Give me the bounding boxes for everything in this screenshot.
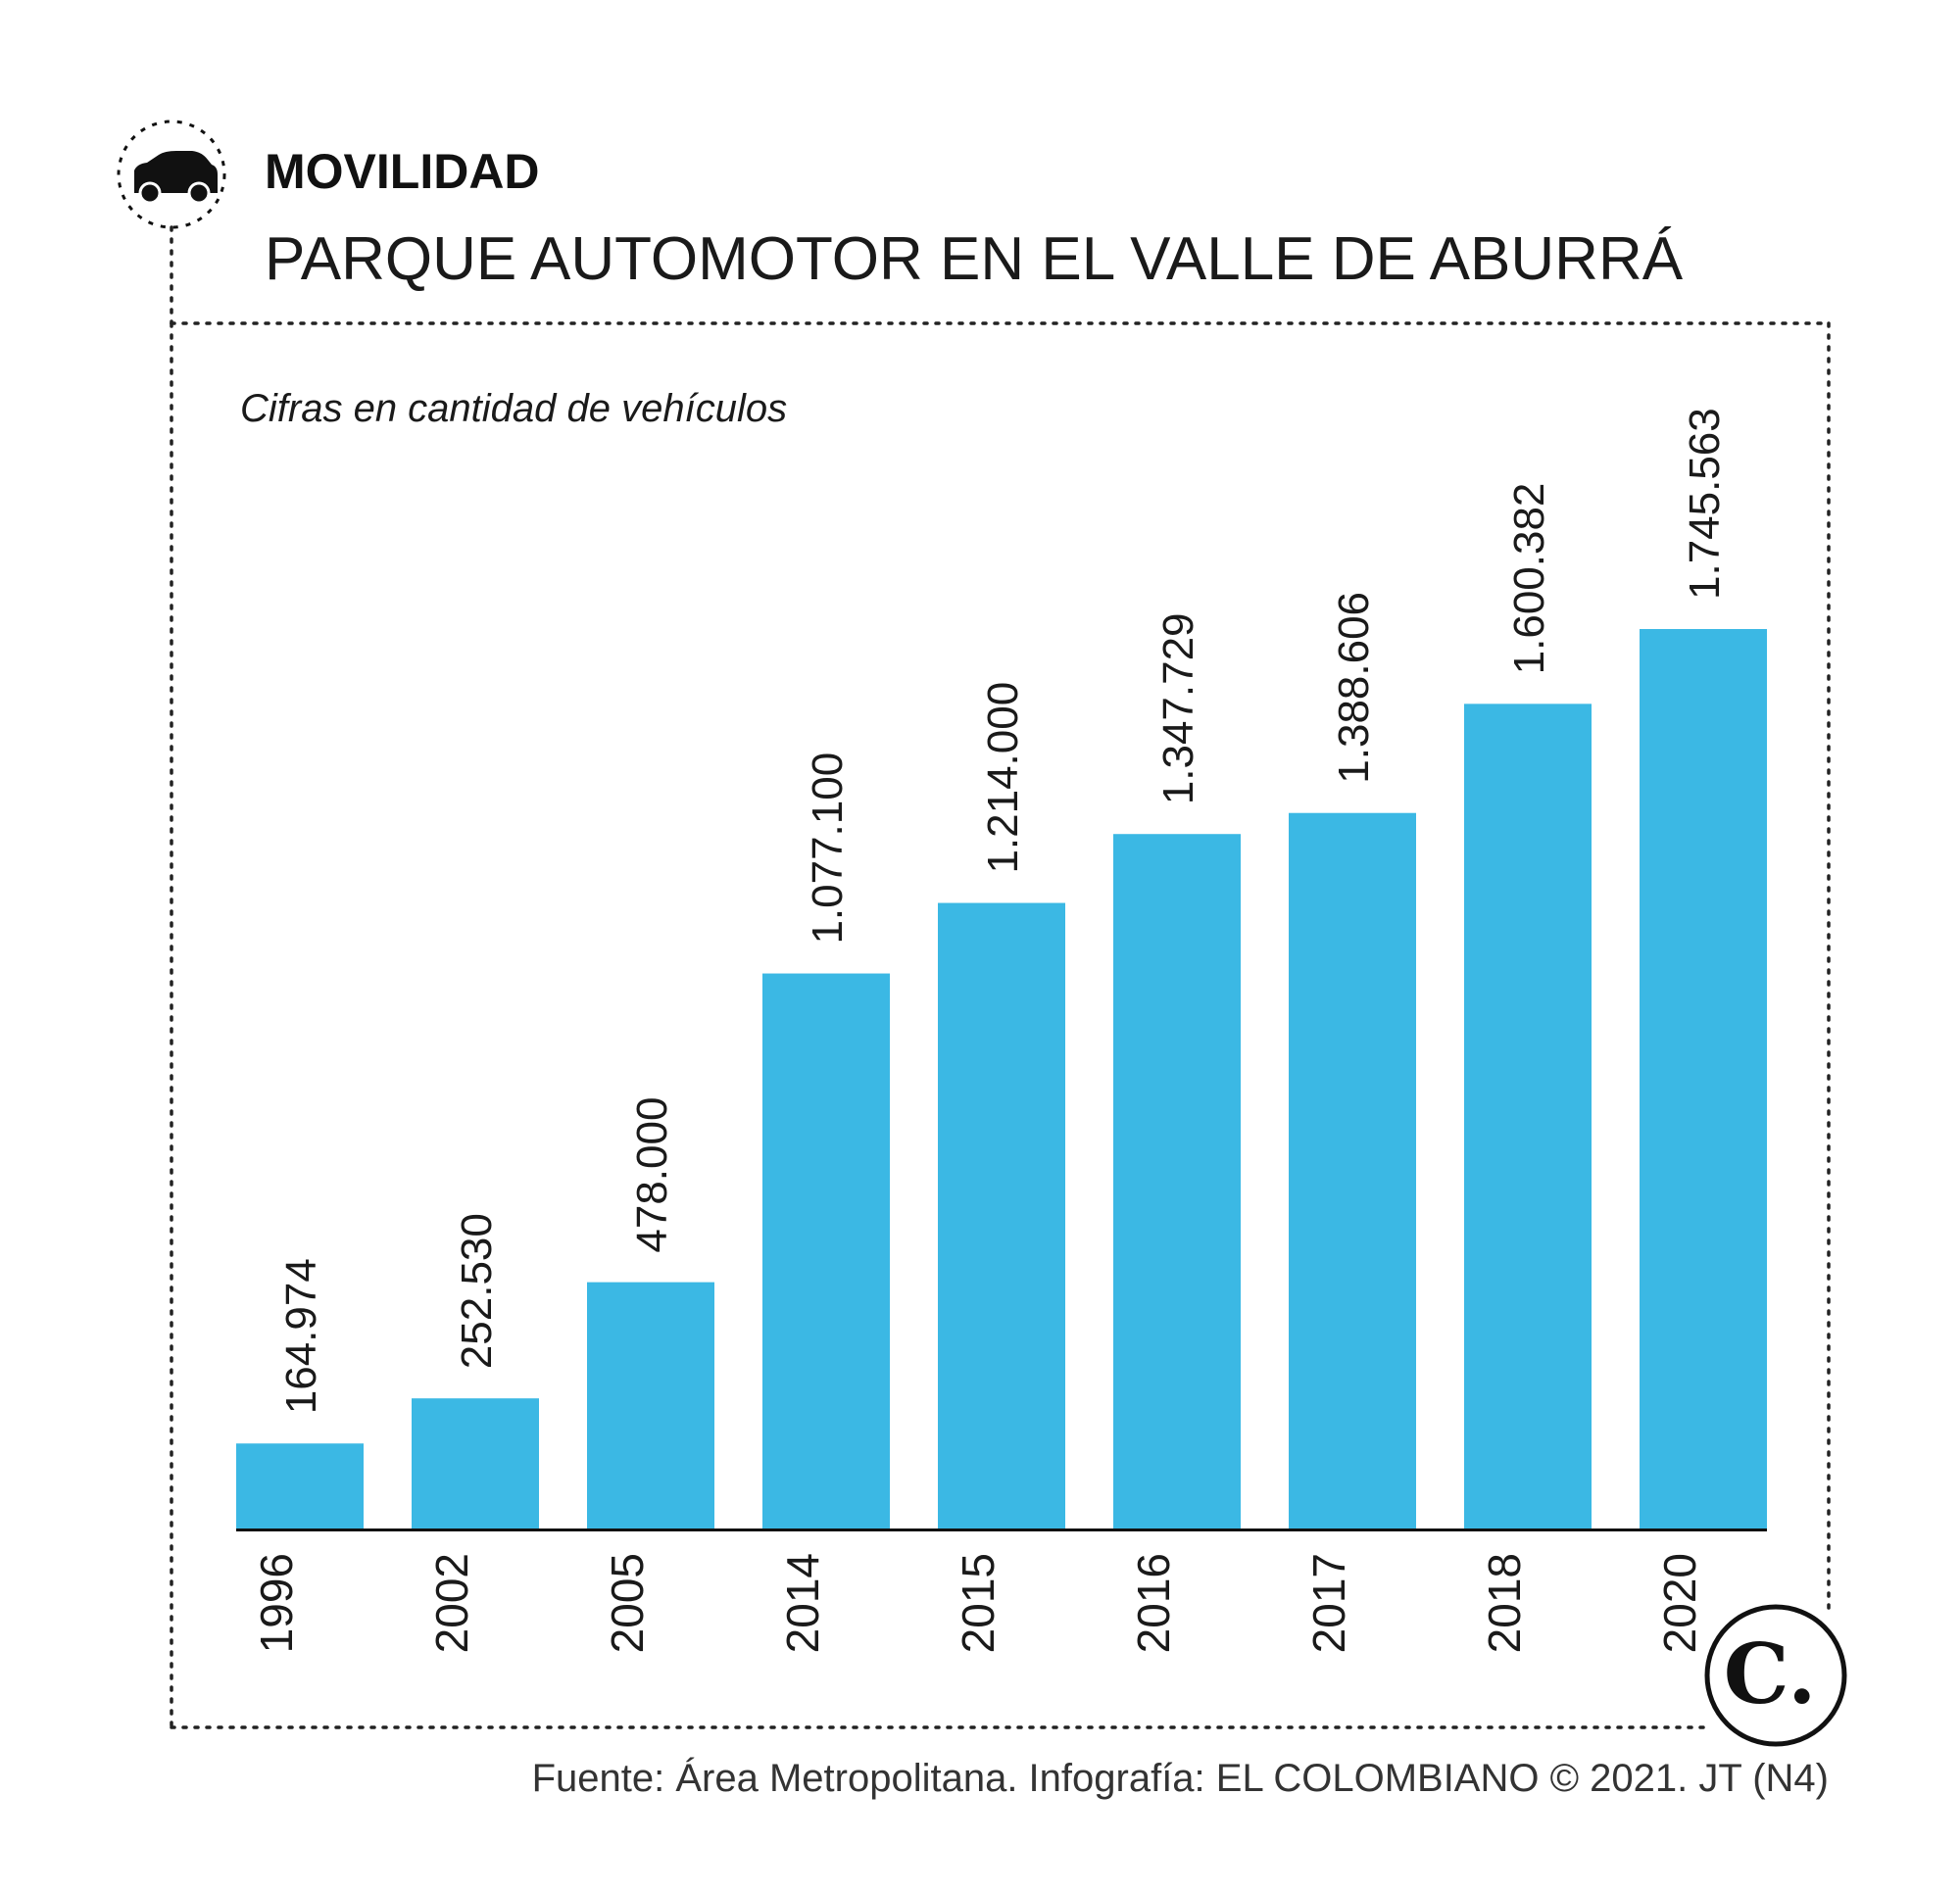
chart-title: PARQUE AUTOMOTOR EN EL VALLE DE ABURRÁ bbox=[265, 225, 1684, 293]
value-label-2014: 1.077.100 bbox=[804, 752, 852, 945]
bar-2015 bbox=[938, 902, 1065, 1528]
bar-2016 bbox=[1113, 834, 1241, 1528]
bar-2018 bbox=[1464, 703, 1592, 1528]
kicker-label: MOVILIDAD bbox=[265, 144, 540, 199]
bar-2020 bbox=[1640, 629, 1767, 1528]
chart-subtitle: Cifras en cantidad de vehículos bbox=[240, 387, 787, 430]
bar-2002 bbox=[412, 1398, 539, 1528]
bar-1996 bbox=[236, 1443, 364, 1528]
value-label-1996: 164.974 bbox=[277, 1258, 325, 1414]
category-label-2014: 2014 bbox=[777, 1553, 828, 1653]
category-label-2016: 2016 bbox=[1128, 1553, 1179, 1653]
category-label-1996: 1996 bbox=[251, 1553, 302, 1653]
value-label-2020: 1.745.563 bbox=[1681, 408, 1729, 600]
category-label-2002: 2002 bbox=[426, 1553, 477, 1653]
bar-2014 bbox=[762, 973, 890, 1528]
category-label-2018: 2018 bbox=[1479, 1553, 1530, 1653]
value-label-2016: 1.347.729 bbox=[1154, 612, 1202, 804]
value-label-2002: 252.530 bbox=[453, 1213, 501, 1369]
value-label-2015: 1.214.000 bbox=[979, 682, 1027, 874]
source-note: Fuente: Área Metropolitana. Infografía: … bbox=[532, 1756, 1829, 1800]
bar-group: 164.974 1996 252.530 2002 478.000 2005 1.077.1… bbox=[236, 408, 1767, 1653]
value-label-2018: 1.600.382 bbox=[1505, 483, 1553, 675]
dotted-frame bbox=[170, 321, 1831, 1729]
el-colombiano-logo: C. bbox=[1704, 1604, 1847, 1747]
category-label-2005: 2005 bbox=[602, 1553, 653, 1653]
bar-2017 bbox=[1289, 812, 1416, 1528]
category-label-2015: 2015 bbox=[953, 1553, 1004, 1653]
logo-text: C. bbox=[1724, 1625, 1817, 1722]
car-icon bbox=[117, 120, 226, 229]
bar-2005 bbox=[587, 1282, 714, 1528]
category-label-2017: 2017 bbox=[1303, 1553, 1354, 1653]
category-label-2020: 2020 bbox=[1654, 1553, 1705, 1653]
value-label-2017: 1.388.606 bbox=[1330, 592, 1378, 784]
value-label-2005: 478.000 bbox=[628, 1097, 676, 1253]
